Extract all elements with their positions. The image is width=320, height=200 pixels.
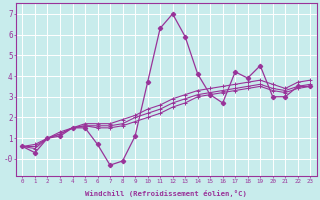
X-axis label: Windchill (Refroidissement éolien,°C): Windchill (Refroidissement éolien,°C): [85, 190, 247, 197]
